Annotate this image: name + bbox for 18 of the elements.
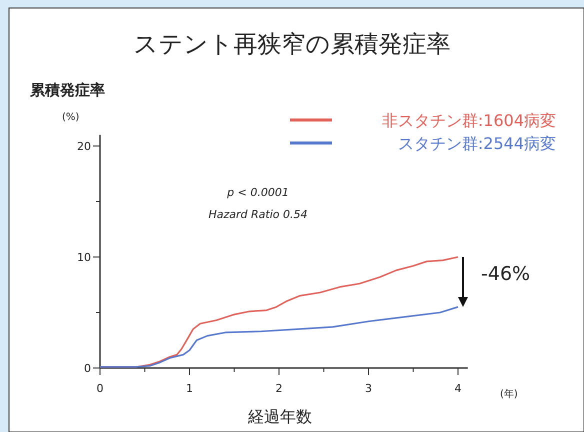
- title: ステント再狭窄の累積発症率: [134, 30, 450, 58]
- xtick: 0: [96, 382, 104, 395]
- xtick: 1: [186, 382, 193, 395]
- xtick: 2: [276, 382, 282, 395]
- legend-label: 非スタチン群:1604病変: [382, 111, 556, 130]
- legend-label: スタチン群:2544病変: [398, 134, 556, 153]
- xlabel: 経過年数: [248, 407, 312, 426]
- xtick: 3: [365, 382, 372, 395]
- annotation: Hazard Ratio 0.54: [208, 208, 308, 221]
- ytick: 10: [77, 251, 91, 264]
- ytick: 0: [84, 362, 91, 375]
- xtick: 4: [454, 382, 462, 395]
- ylabel: 累積発症率: [30, 81, 105, 99]
- annotation: -46%: [481, 262, 530, 285]
- annotation: p < 0.0001: [227, 186, 289, 199]
- annotation: (年): [500, 389, 518, 400]
- annotation: (%): [62, 112, 80, 123]
- ytick: 20: [77, 140, 91, 153]
